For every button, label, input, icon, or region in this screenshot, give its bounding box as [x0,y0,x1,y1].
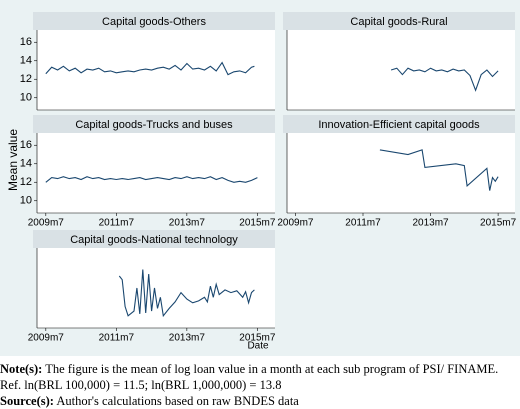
series-line [45,61,255,76]
panel-title-bar [283,115,515,133]
y-tick-label: 16 [20,139,32,151]
source: Source(s): Author's calculations based o… [0,393,516,409]
panel-title: Innovation-Efficient capital goods [318,119,480,131]
source-label: Source(s): [0,394,54,408]
x-tick-label: 2009m7 [277,218,314,229]
x-axis-label: Date [247,341,269,352]
panel-title-bar [33,230,275,248]
series-line [390,67,499,92]
note: Note(s): The figure is the mean of log l… [0,361,516,393]
panel-title-bar [33,12,275,30]
x-tick-label: 2009m7 [28,218,65,229]
panel-title: Capital goods-Rural [350,16,447,28]
y-axis-label: Mean value [6,129,20,191]
plot-area [287,133,515,213]
y-tick-label: 14 [20,158,32,170]
panel-title: Capital goods-Others [102,16,206,28]
x-tick-label: 2015m7 [239,218,276,229]
x-tick-label: 2013m7 [169,333,206,344]
panel-title: Capital goods-National technology [70,234,238,246]
x-tick-label: 2013m7 [169,218,206,229]
x-tick-label: 2009m7 [28,333,65,344]
chart: Mean value Date Capital goods-Others 10 12… [0,0,520,356]
y-tick-label: 10 [20,195,32,207]
plot-area [287,30,515,110]
source-text: Author's calculations based on raw BNDES… [56,394,299,408]
notes: Note(s): The figure is the mean of log l… [0,361,516,409]
x-tick-label: 2011m7 [99,333,135,344]
y-tick-label: 12 [20,73,32,85]
series-line [379,149,499,191]
y-tick-label: 10 [20,92,32,104]
panel-title: Capital goods-Trucks and buses [75,119,233,131]
y-tick-label: 16 [20,36,32,48]
x-tick-label: 2015m7 [239,333,276,344]
y-tick-label: 14 [20,55,32,67]
series-line [118,269,255,318]
x-tick-label: 2011m7 [99,218,135,229]
note-label: Note(s): [0,362,43,376]
x-tick-label: 2011m7 [345,218,381,229]
note-text: The figure is the mean of log loan value… [0,362,499,392]
x-tick-label: 2015m7 [480,218,517,229]
y-tick-label: 12 [20,176,32,188]
panel-title-bar [283,12,515,30]
panel-title-bar [33,115,275,133]
x-tick-label: 2013m7 [412,218,449,229]
series-line [45,176,258,183]
plot-area [37,30,275,110]
plot-area [37,248,275,328]
plot-area [37,133,275,213]
